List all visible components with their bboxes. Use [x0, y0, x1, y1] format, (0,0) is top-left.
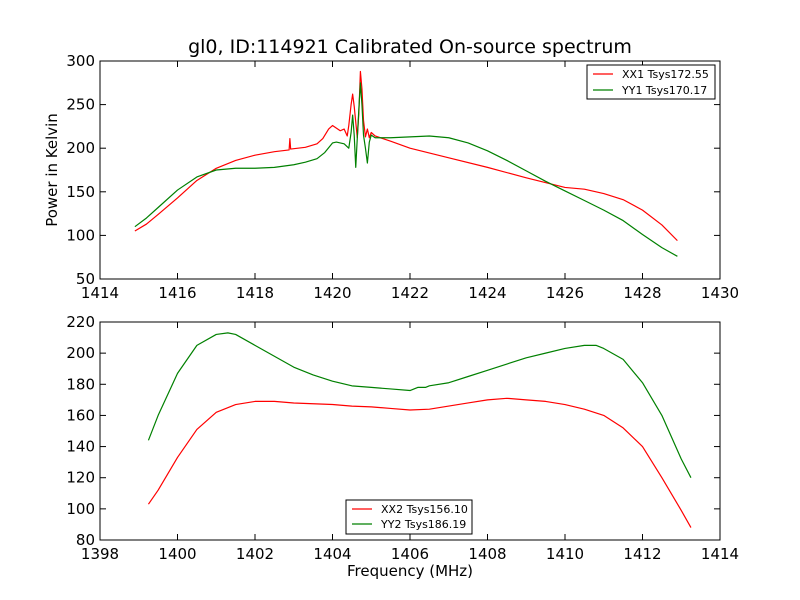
- top-legend: XX1 Tsys172.55 YY1 Tsys170.17: [586, 64, 716, 100]
- bottom-x-tick-label: 1410: [546, 545, 584, 563]
- bottom-y-tick-label: 120: [66, 469, 95, 487]
- legend-label-xx1: XX1 Tsys172.55: [622, 68, 709, 81]
- bottom-y-tick-label: 140: [66, 438, 95, 456]
- bottom-y-tick-label: 220: [66, 313, 95, 331]
- bottom-x-tick-label: 1414: [701, 545, 739, 563]
- bottom-x-tick-label: 1412: [623, 545, 661, 563]
- series-line-yy2: [147, 332, 692, 478]
- top-x-tick-label: 1414: [81, 284, 119, 302]
- bottom-y-tick-label: 200: [66, 344, 95, 362]
- bottom-legend: XX2 Tsys156.10 YY2 Tsys186.19: [345, 499, 473, 535]
- legend-label-yy2: YY2 Tsys186.19: [380, 518, 466, 531]
- top-y-tick-label: 200: [66, 139, 95, 157]
- top-y-tick-label: 150: [66, 183, 95, 201]
- y-axis-label: Power in Kelvin: [43, 113, 61, 227]
- bottom-x-tick-label: 1400: [158, 545, 196, 563]
- series-line-xx1: [134, 70, 678, 242]
- bottom-x-tick-label: 1402: [236, 545, 274, 563]
- top-plot-frame: [99, 60, 721, 280]
- legend-label-xx2: XX2 Tsys156.10: [381, 503, 468, 516]
- bottom-y-tick-label: 180: [66, 375, 95, 393]
- top-y-tick-label: 100: [66, 226, 95, 244]
- legend-label-yy1: YY1 Tsys170.17: [621, 84, 707, 97]
- bottom-panel: Frequency (MHz) 1398 1400 1402 1404 1406 1408…: [66, 313, 739, 580]
- chart-title: gl0, ID:114921 Calibrated On-source spec…: [188, 36, 632, 58]
- top-y-tick-label: 250: [66, 96, 95, 114]
- top-y-tick-label: 300: [66, 52, 95, 70]
- bottom-plot-frame: [99, 321, 721, 541]
- top-x-tick-label: 1420: [313, 284, 351, 302]
- top-x-tick-label: 1424: [468, 284, 506, 302]
- top-x-tick-label: 1416: [158, 284, 196, 302]
- top-legend-box: [586, 64, 716, 100]
- series-line-xx2: [147, 397, 692, 528]
- top-y-tick-label: 50: [76, 270, 95, 288]
- top-panel: gl0, ID:114921 Calibrated On-source spec…: [43, 36, 739, 302]
- bottom-y-tick-label: 160: [66, 406, 95, 424]
- top-x-tick-label: 1418: [236, 284, 274, 302]
- x-axis-label: Frequency (MHz): [347, 562, 473, 580]
- bottom-x-tick-label: 1408: [468, 545, 506, 563]
- bottom-ticks: 1398 1400 1402 1404 1406 1408 1410 1412 1414 80 10…: [66, 313, 739, 563]
- top-x-tick-label: 1428: [623, 284, 661, 302]
- bottom-x-tick-label: 1398: [81, 545, 119, 563]
- top-x-tick-label: 1426: [546, 284, 584, 302]
- top-x-tick-label: 1430: [701, 284, 739, 302]
- series-line-yy1: [134, 82, 678, 257]
- bottom-x-tick-label: 1406: [391, 545, 429, 563]
- bottom-x-tick-label: 1404: [313, 545, 351, 563]
- bottom-y-tick-label: 100: [66, 500, 95, 518]
- bottom-series: [147, 332, 692, 528]
- top-x-tick-label: 1422: [391, 284, 429, 302]
- top-series: [134, 70, 678, 257]
- bottom-y-tick-label: 80: [76, 531, 95, 549]
- bottom-legend-box: [345, 499, 473, 535]
- top-ticks: 1414 1416 1418 1420 1422 1424 1426 1428 1430 50 10…: [66, 52, 739, 302]
